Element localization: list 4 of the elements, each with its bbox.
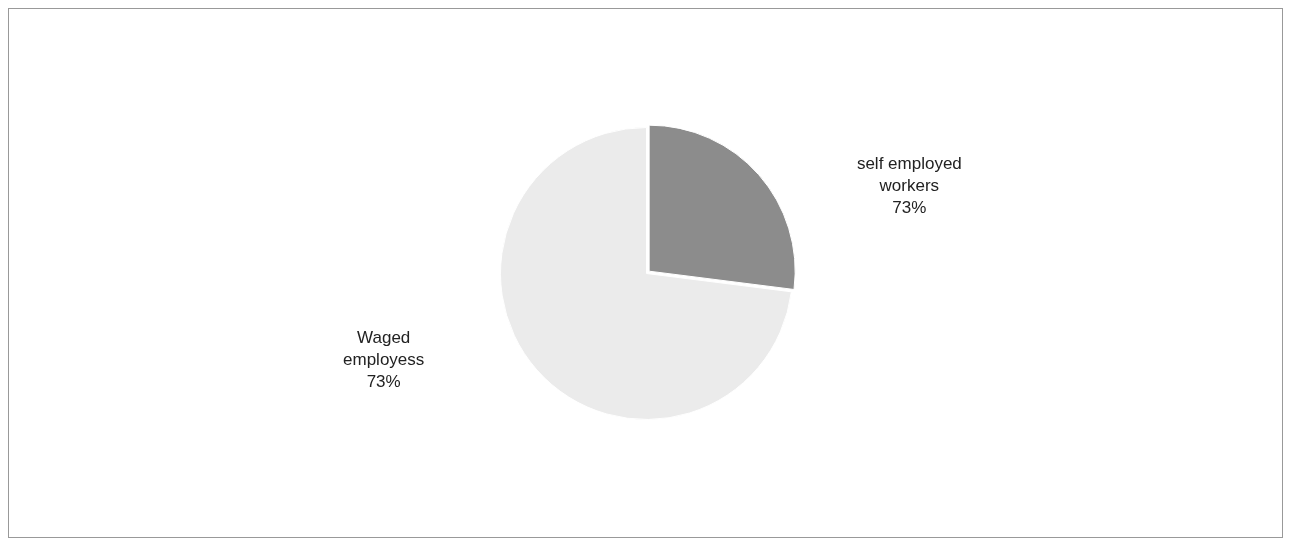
text: 73% [892, 198, 927, 218]
slice-label: self employed workers [856, 154, 962, 196]
text: 73% [366, 372, 401, 392]
slice-label: Waged employess [343, 328, 425, 370]
